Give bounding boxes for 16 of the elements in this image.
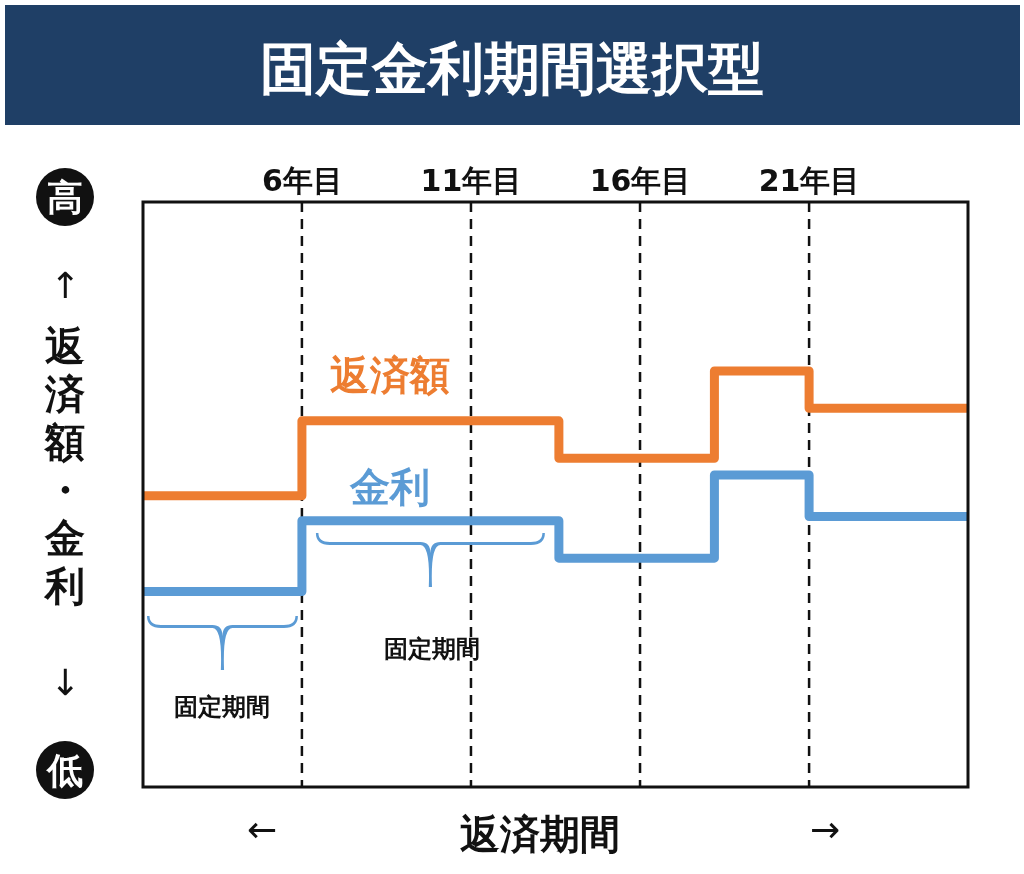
text: ↑ xyxy=(49,265,81,306)
x-tick-label: 16年目 xyxy=(589,163,692,198)
series-label: 金利 xyxy=(349,463,431,510)
chart-title: 固定金利期間選択型 xyxy=(260,36,764,101)
x-axis-title: 返済期間 xyxy=(460,811,620,857)
y-axis-title: 返済額・金利 xyxy=(43,323,85,609)
annotation: 固定期間 xyxy=(174,693,270,721)
text: → xyxy=(809,809,841,850)
x-tick-label: 11年目 xyxy=(420,163,523,198)
text: 低 xyxy=(45,750,83,791)
x-tick-label: 21年目 xyxy=(758,163,861,198)
text: ← xyxy=(246,809,278,850)
series-label: 返済額 xyxy=(330,351,451,398)
text: ↓ xyxy=(49,662,81,703)
x-tick-label: 6年目 xyxy=(261,163,343,198)
text: 高 xyxy=(47,177,83,218)
